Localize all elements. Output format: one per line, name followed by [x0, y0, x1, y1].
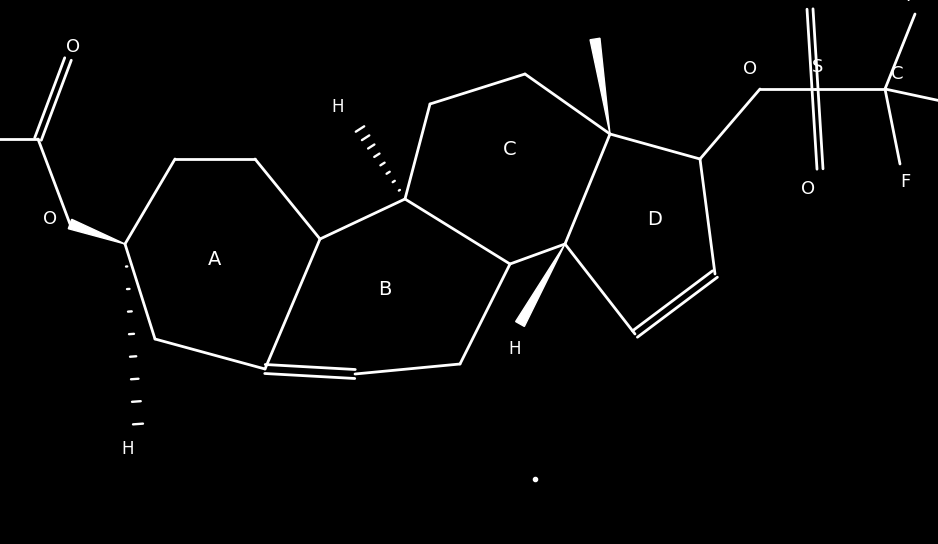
Polygon shape	[516, 244, 565, 326]
Polygon shape	[590, 38, 610, 134]
Text: B: B	[378, 280, 392, 299]
Text: C: C	[891, 65, 903, 83]
Text: F: F	[905, 0, 915, 5]
Text: O: O	[66, 38, 80, 56]
Text: D: D	[647, 209, 662, 228]
Text: A: A	[208, 250, 221, 269]
Polygon shape	[68, 219, 125, 244]
Text: O: O	[743, 60, 757, 78]
Text: O: O	[43, 210, 57, 228]
Text: F: F	[900, 173, 910, 191]
Text: H: H	[332, 98, 344, 116]
Text: S: S	[812, 58, 824, 76]
Text: C: C	[503, 139, 517, 158]
Text: H: H	[122, 440, 134, 458]
Text: H: H	[508, 340, 522, 358]
Text: O: O	[801, 180, 815, 198]
